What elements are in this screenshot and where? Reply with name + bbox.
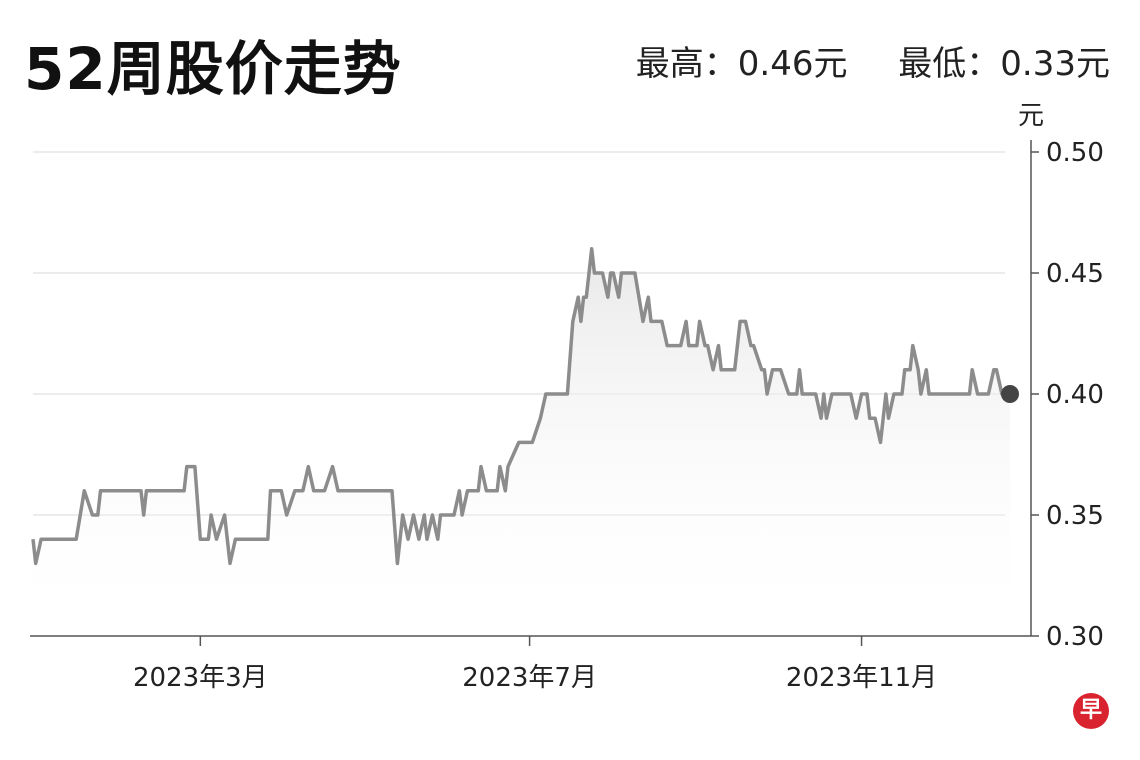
last-price-marker (1001, 385, 1019, 403)
y-tick-label: 0.50 (1046, 138, 1104, 168)
zaobao-logo: 早 (1073, 693, 1109, 729)
low-price-label: 最低：0.33元 (898, 44, 1110, 84)
price-range-stats: 最高：0.46元 最低：0.33元 (596, 36, 1110, 85)
high-price-label: 最高：0.46元 (635, 44, 848, 84)
x-tick-label: 2023年3月 (133, 663, 268, 693)
y-tick-label: 0.30 (1046, 622, 1104, 652)
y-tick-label: 0.40 (1046, 380, 1104, 410)
x-tick-label: 2023年11月 (786, 663, 937, 693)
x-tick-label: 2023年7月 (462, 663, 597, 693)
y-axis-unit-label: 元 (1018, 101, 1044, 131)
y-tick-label: 0.35 (1046, 501, 1104, 531)
chart-title: 52周股价走势 (24, 35, 402, 103)
y-tick-label: 0.45 (1046, 259, 1104, 289)
price-line (31, 247, 1010, 566)
